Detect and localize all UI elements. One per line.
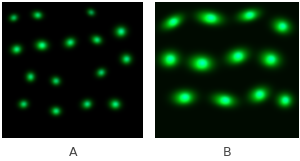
Text: A: A	[69, 147, 78, 159]
Text: B: B	[223, 147, 231, 159]
